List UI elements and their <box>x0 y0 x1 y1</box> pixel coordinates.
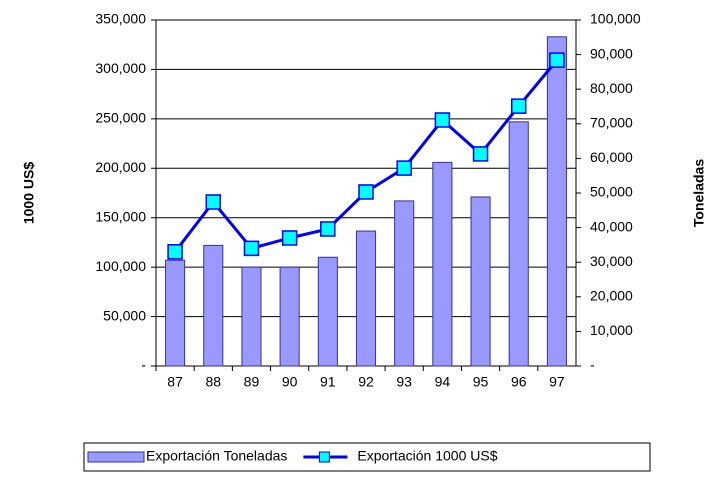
y-tick-label: - <box>141 357 146 373</box>
y2-tick-label: 10,000 <box>590 322 633 338</box>
bar <box>317 256 338 367</box>
bar <box>241 266 262 367</box>
legend-label: Exportación 1000 US$ <box>357 448 497 464</box>
y-tick-label: 350,000 <box>95 11 146 27</box>
y2-axis-title: Toneladas <box>691 159 707 227</box>
y2-tick-label: 90,000 <box>590 45 633 61</box>
bar <box>394 200 415 367</box>
x-tick-label: 95 <box>473 374 489 390</box>
legend-swatch <box>87 451 145 463</box>
marker <box>358 184 374 200</box>
x-tick-label: 92 <box>358 374 374 390</box>
x-tick-label: 90 <box>282 374 298 390</box>
y-axis-title: 1000 US$ <box>21 162 37 224</box>
x-tick-label: 93 <box>396 374 412 390</box>
y2-tick-label: 30,000 <box>590 253 633 269</box>
x-tick-label: 89 <box>244 374 260 390</box>
legend-label: Exportación Toneladas <box>146 448 287 464</box>
marker <box>510 98 527 114</box>
legend-box <box>83 442 651 472</box>
line <box>173 59 559 253</box>
marker <box>243 240 260 257</box>
y2-tick-label: 80,000 <box>590 80 633 96</box>
y2-tick-label: 100,000 <box>590 11 641 27</box>
x-tick-label: 88 <box>205 374 221 390</box>
bar <box>203 244 224 367</box>
y-tick-label: 50,000 <box>103 307 146 323</box>
marker <box>320 221 336 237</box>
y2-tick-label: 20,000 <box>590 288 633 304</box>
bar <box>432 161 453 367</box>
y2-tick-label: 70,000 <box>590 115 633 131</box>
y2-tick-label: 40,000 <box>590 218 633 234</box>
bar <box>546 36 567 367</box>
marker <box>472 146 489 162</box>
marker <box>167 244 183 260</box>
y-tick-label: 300,000 <box>95 60 146 76</box>
bar <box>470 196 491 367</box>
y2-tick-label: 50,000 <box>590 184 633 200</box>
y2-tick-label: - <box>590 357 595 373</box>
y-tick-label: 150,000 <box>95 208 146 224</box>
bar <box>508 121 529 367</box>
y-tick-label: 100,000 <box>95 258 146 274</box>
bar <box>355 230 377 367</box>
x-tick-label: 96 <box>511 374 527 390</box>
marker <box>205 194 222 210</box>
legend-marker <box>318 451 330 463</box>
marker <box>434 112 451 128</box>
marker <box>396 160 412 176</box>
x-tick-label: 87 <box>167 374 183 390</box>
marker <box>281 230 298 246</box>
bar <box>165 259 186 367</box>
y2-tick-label: 60,000 <box>590 149 633 165</box>
x-tick-label: 97 <box>549 374 565 390</box>
y-tick-label: 250,000 <box>95 110 146 126</box>
y-tick-label: 200,000 <box>95 159 146 175</box>
bar <box>279 266 300 367</box>
marker <box>549 52 565 68</box>
x-tick-label: 91 <box>320 374 336 390</box>
x-tick-label: 94 <box>435 374 451 390</box>
